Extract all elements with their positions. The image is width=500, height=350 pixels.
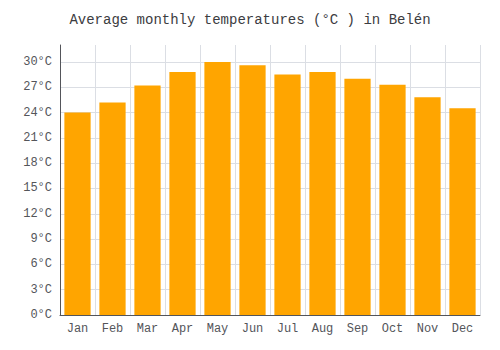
svg-text:Aug: Aug — [312, 322, 334, 336]
svg-text:Mar: Mar — [137, 322, 159, 336]
svg-text:Jun: Jun — [242, 322, 264, 336]
svg-text:24°C: 24°C — [23, 106, 52, 120]
svg-text:15°C: 15°C — [23, 181, 52, 195]
svg-text:Oct: Oct — [382, 322, 404, 336]
svg-text:21°C: 21°C — [23, 131, 52, 145]
svg-text:9°C: 9°C — [30, 232, 52, 246]
svg-text:Jan: Jan — [67, 322, 89, 336]
svg-text:3°C: 3°C — [30, 283, 52, 297]
svg-text:0°C: 0°C — [30, 308, 52, 322]
svg-text:Sep: Sep — [347, 322, 369, 336]
svg-text:18°C: 18°C — [23, 156, 52, 170]
svg-text:Feb: Feb — [102, 322, 124, 336]
svg-text:May: May — [207, 322, 229, 336]
svg-text:Dec: Dec — [452, 322, 474, 336]
svg-text:30°C: 30°C — [23, 55, 52, 69]
svg-text:6°C: 6°C — [30, 257, 52, 271]
svg-text:Jul: Jul — [277, 322, 299, 336]
svg-text:Apr: Apr — [172, 322, 194, 336]
svg-text:Average monthly temperatures (: Average monthly temperatures (°C ) in Be… — [69, 12, 430, 28]
svg-text:Nov: Nov — [417, 322, 439, 336]
svg-text:27°C: 27°C — [23, 80, 52, 94]
svg-text:12°C: 12°C — [23, 207, 52, 221]
